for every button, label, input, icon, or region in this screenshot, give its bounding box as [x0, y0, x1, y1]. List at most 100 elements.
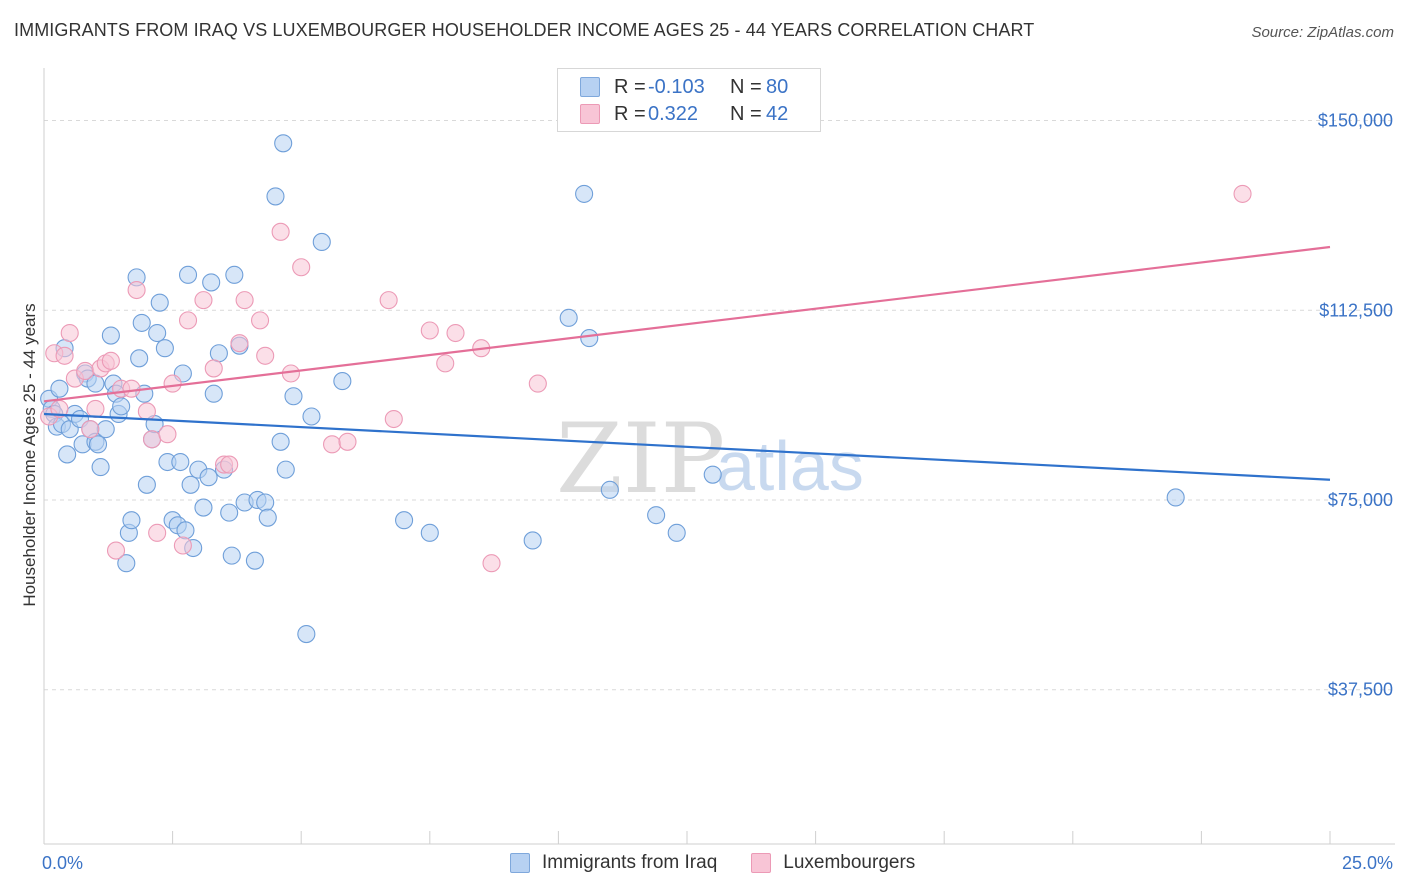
point-iraq: [284, 387, 303, 406]
y-tick-label: $112,500: [1319, 300, 1393, 320]
point-luxembourgers: [55, 346, 74, 365]
point-iraq: [274, 134, 293, 153]
y-tick-label: $150,000: [1318, 111, 1393, 131]
point-luxembourgers: [127, 280, 146, 300]
point-luxembourgers: [86, 399, 105, 418]
point-luxembourgers: [235, 291, 254, 310]
point-iraq: [222, 546, 241, 565]
point-luxembourgers: [148, 523, 167, 542]
point-luxembourgers: [204, 359, 223, 378]
point-iraq: [199, 468, 218, 487]
legend-n-label: N =: [730, 102, 762, 125]
point-iraq: [181, 475, 200, 494]
legend-n-value: 42: [766, 102, 789, 125]
point-luxembourgers: [436, 354, 455, 373]
point-iraq: [312, 232, 331, 252]
point-iraq: [178, 265, 198, 284]
point-iraq: [202, 273, 221, 292]
point-luxembourgers: [60, 323, 79, 343]
point-iraq: [245, 551, 264, 570]
point-iraq: [112, 397, 131, 416]
point-iraq: [58, 445, 77, 464]
legend-swatch-iraq: [580, 77, 600, 97]
point-luxembourgers: [220, 455, 239, 474]
legend-swatch-luxembourgers: [751, 853, 772, 873]
point-iraq: [204, 384, 223, 403]
point-luxembourgers: [76, 361, 95, 381]
x-tick-label: 25.0%: [1342, 853, 1393, 873]
watermark-zip: ZIP: [556, 403, 725, 515]
point-iraq: [220, 503, 239, 522]
point-iraq: [171, 452, 190, 472]
point-iraq: [600, 480, 619, 499]
legend-label-iraq: Immigrants from Iraq: [542, 852, 718, 873]
point-iraq: [523, 531, 542, 550]
legend-r-label: R =: [614, 75, 646, 98]
point-luxembourgers: [384, 409, 403, 429]
point-iraq: [137, 475, 156, 494]
point-iraq: [155, 339, 174, 358]
point-iraq: [225, 265, 244, 284]
point-luxembourgers: [271, 222, 290, 241]
point-iraq: [256, 493, 275, 512]
point-luxembourgers: [81, 420, 100, 439]
series-iraq-points: [40, 134, 1185, 644]
legend-swatch-luxembourgers: [580, 104, 600, 124]
point-luxembourgers: [250, 311, 270, 330]
point-iraq: [1166, 488, 1185, 507]
point-iraq: [297, 624, 316, 644]
point-iraq: [132, 313, 151, 332]
legend-item-luxembourgers[interactable]: Luxembourgers: [751, 852, 915, 874]
point-luxembourgers: [158, 425, 177, 444]
point-luxembourgers: [338, 432, 357, 451]
point-luxembourgers: [106, 541, 126, 560]
trend-line-luxembourgers: [43, 245, 1331, 403]
point-luxembourgers: [256, 346, 275, 365]
point-iraq: [395, 511, 414, 530]
watermark-atlas: atlas: [716, 427, 864, 505]
point-iraq: [703, 465, 722, 484]
point-luxembourgers: [446, 323, 465, 343]
point-iraq: [559, 308, 578, 327]
point-luxembourgers: [230, 334, 249, 353]
point-iraq: [148, 323, 167, 343]
point-iraq: [276, 460, 295, 479]
point-luxembourgers: [194, 291, 213, 310]
point-iraq: [194, 498, 213, 517]
legend-n-label: N =: [730, 75, 762, 98]
point-iraq: [333, 372, 352, 391]
series-legend: Immigrants from Iraq Luxembourgers: [510, 852, 949, 874]
point-iraq: [50, 379, 69, 398]
y-tick-label: $75,000: [1328, 490, 1393, 510]
point-iraq: [271, 432, 290, 451]
legend-item-iraq[interactable]: Immigrants from Iraq: [510, 852, 717, 874]
point-iraq: [420, 523, 439, 542]
legend-row-luxembourgers: R = 0.322 N = 42: [580, 101, 788, 127]
point-luxembourgers: [323, 435, 342, 454]
legend-r-label: R =: [614, 102, 646, 125]
point-luxembourgers: [178, 311, 198, 330]
point-iraq: [150, 293, 169, 312]
trend-line-iraq: [43, 412, 1331, 481]
point-iraq: [101, 326, 120, 345]
point-luxembourgers: [528, 374, 547, 393]
point-iraq: [176, 521, 195, 540]
point-luxembourgers: [292, 258, 311, 277]
legend-swatch-iraq: [510, 853, 530, 873]
point-iraq: [580, 329, 599, 348]
point-luxembourgers: [101, 351, 120, 370]
x-tick-labels: 0.0% 25.0%: [42, 853, 1393, 873]
point-iraq: [258, 508, 277, 527]
point-luxembourgers: [482, 554, 501, 573]
y-tick-labels: $37,500 $75,000 $112,500 $150,000: [1318, 111, 1393, 700]
source-label: Source: ZipAtlas.com: [1251, 24, 1394, 41]
point-iraq: [91, 458, 110, 477]
point-luxembourgers: [1233, 184, 1252, 203]
x-tick-label: 0.0%: [42, 853, 83, 873]
point-luxembourgers: [173, 536, 192, 555]
point-iraq: [667, 523, 686, 542]
trend-lines: [43, 245, 1331, 481]
axes: [43, 68, 1395, 845]
point-luxembourgers: [379, 291, 398, 310]
